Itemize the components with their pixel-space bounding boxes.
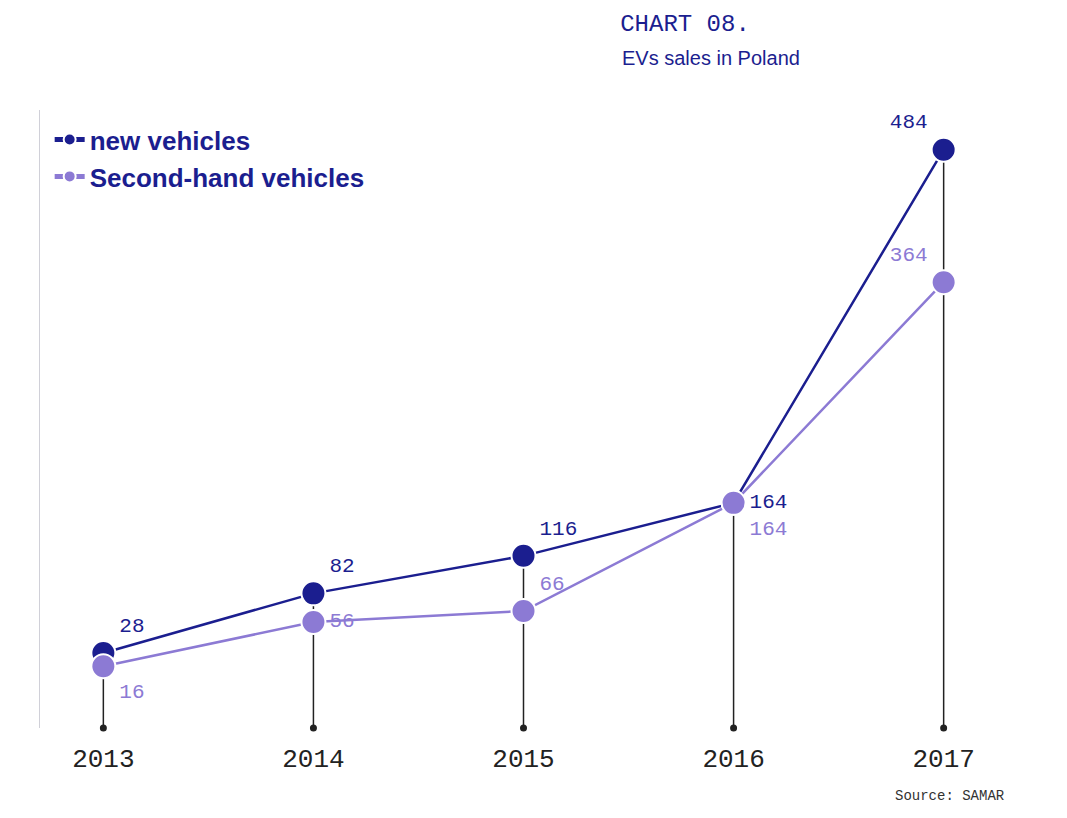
svg-text:164: 164 [750,518,788,541]
svg-text:56: 56 [329,610,354,633]
svg-text:364: 364 [890,244,928,267]
svg-text:2013: 2013 [72,745,134,775]
svg-text:Source: SAMAR: Source: SAMAR [895,788,1005,804]
svg-text:28: 28 [119,615,144,638]
svg-text:2014: 2014 [282,745,344,775]
svg-text:EVs sales in Poland: EVs sales in Poland [622,47,800,69]
svg-text:CHART 08.: CHART 08. [620,11,750,38]
svg-text:2015: 2015 [492,745,554,775]
svg-text:Second-hand vehicles: Second-hand vehicles [90,163,365,193]
svg-text:82: 82 [329,555,354,578]
svg-text:16: 16 [119,681,144,704]
svg-text:66: 66 [540,573,565,596]
svg-text:new vehicles: new vehicles [90,126,250,156]
svg-text:116: 116 [540,518,578,541]
svg-text:484: 484 [890,111,928,134]
svg-text:164: 164 [750,491,788,514]
svg-text:2016: 2016 [702,745,764,775]
svg-text:2017: 2017 [912,745,974,775]
